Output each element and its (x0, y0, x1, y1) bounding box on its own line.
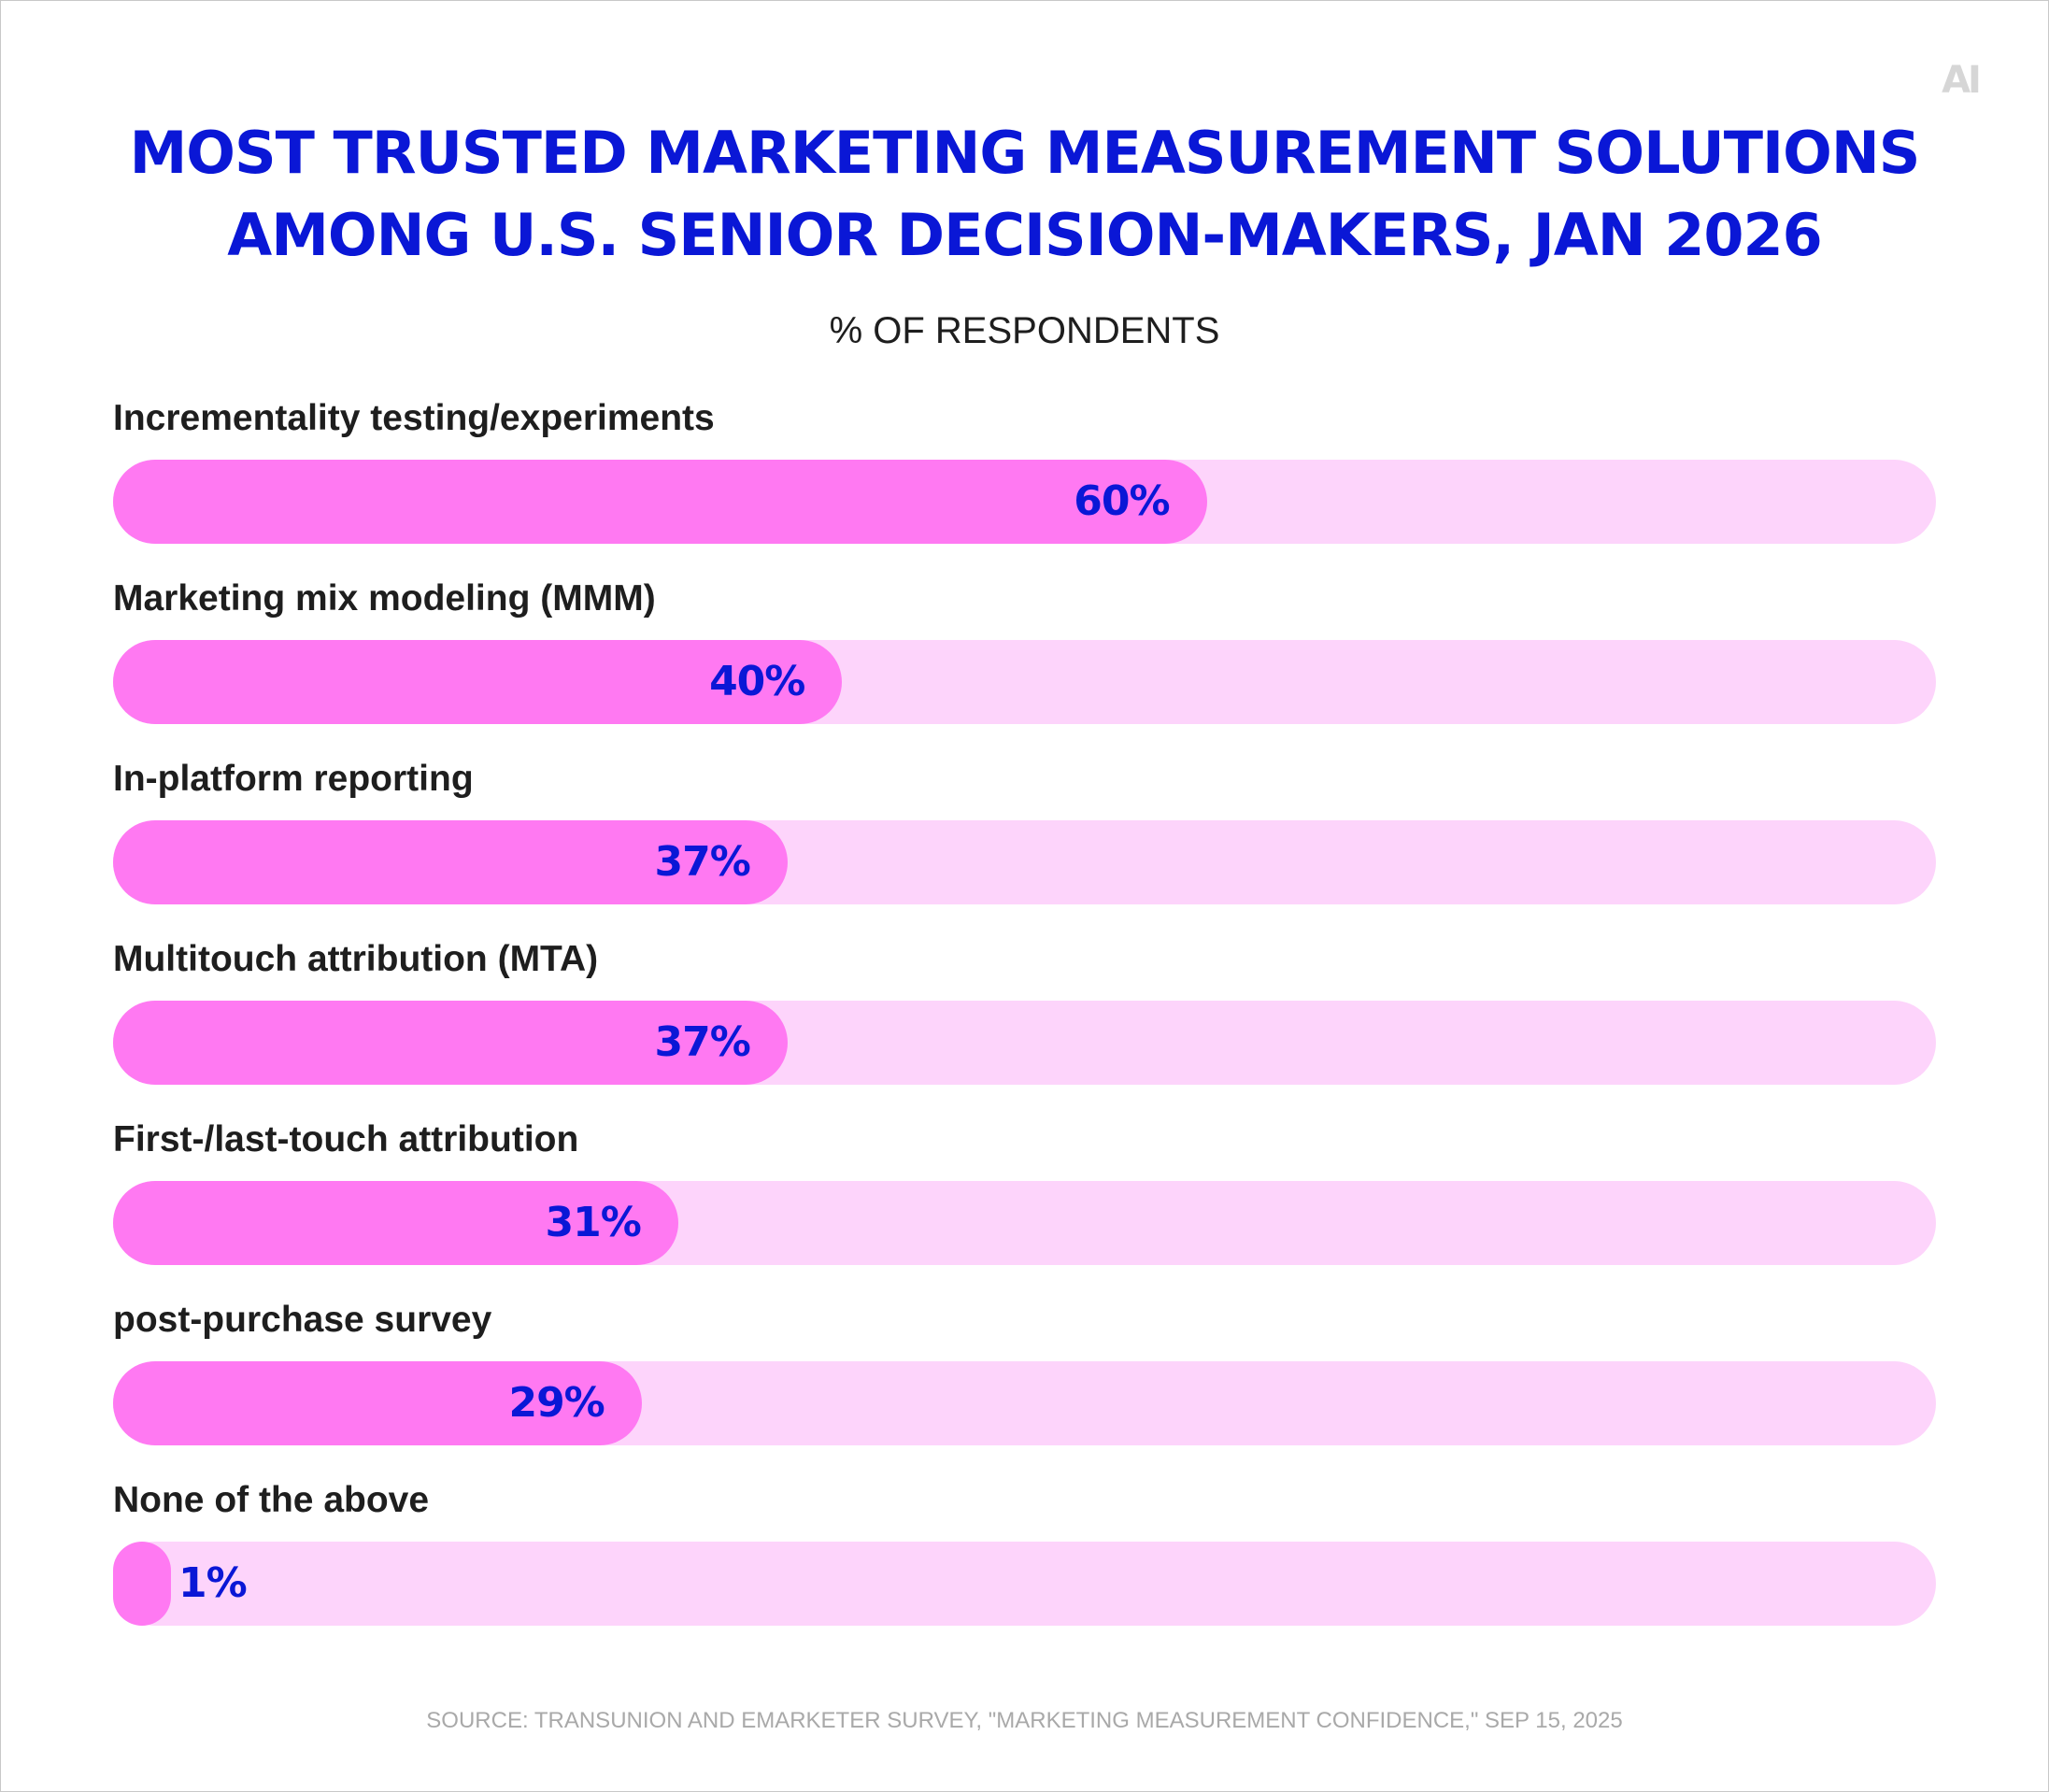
bar (113, 1181, 678, 1265)
bar (113, 640, 843, 724)
bar-row: Marketing mix modeling (MMM) 40% (113, 573, 1936, 741)
chart-title-line-2: AMONG U.S. SENIOR DECISION-MAKERS, JAN 2… (227, 201, 1823, 269)
bar-chart: Incrementality testing/experiments 60% Mar… (113, 392, 1936, 1635)
bar (113, 1001, 788, 1085)
bar (113, 1361, 642, 1445)
bar-row: post-purchase survey 29% (113, 1294, 1936, 1462)
category-label: post-purchase survey (113, 1300, 492, 1340)
chart-title: MOST TRUSTED MARKETING MEASUREMENT SOLUT… (0, 112, 2049, 277)
bar (113, 1542, 171, 1626)
category-label: In-platform reporting (113, 759, 474, 799)
bar-value-label: 37% (654, 1018, 751, 1066)
bar-row: First-/last-touch attribution 31% (113, 1114, 1936, 1282)
brand-logo: AI (1942, 59, 1982, 102)
bar-track: 31% (113, 1181, 1936, 1265)
source-note: SOURCE: TRANSUNION AND EMARKETER SURVEY,… (426, 1708, 1623, 1733)
bar (113, 820, 788, 904)
chart-title-line-1: MOST TRUSTED MARKETING MEASUREMENT SOLUT… (129, 119, 1921, 187)
bar-track: 37% (113, 1001, 1936, 1085)
bar-value-label: 40% (709, 658, 805, 705)
category-label: Incrementality testing/experiments (113, 398, 715, 438)
bar-value-label: 60% (1074, 477, 1170, 525)
bar-row: None of the above 1% (113, 1474, 1936, 1643)
bar-track: 1% (113, 1542, 1936, 1626)
bar (113, 460, 1207, 544)
bar-row: In-platform reporting 37% (113, 753, 1936, 921)
bar-value-label: 1% (178, 1559, 248, 1607)
category-label: Multitouch attribution (MTA) (113, 939, 599, 979)
bar-track: 37% (113, 820, 1936, 904)
bar-track: 60% (113, 460, 1936, 544)
bar-row: Incrementality testing/experiments 60% (113, 392, 1936, 561)
bar-value-label: 29% (508, 1379, 605, 1427)
bar-track: 40% (113, 640, 1936, 724)
bar-track: 29% (113, 1361, 1936, 1445)
bar-value-label: 37% (654, 838, 751, 886)
bar-value-label: 31% (545, 1199, 641, 1246)
bar-row: Multitouch attribution (MTA) 37% (113, 933, 1936, 1102)
category-label: Marketing mix modeling (MMM) (113, 578, 656, 619)
category-label: None of the above (113, 1480, 430, 1520)
category-label: First-/last-touch attribution (113, 1119, 579, 1159)
chart-subtitle: % OF RESPONDENTS (829, 310, 1220, 351)
